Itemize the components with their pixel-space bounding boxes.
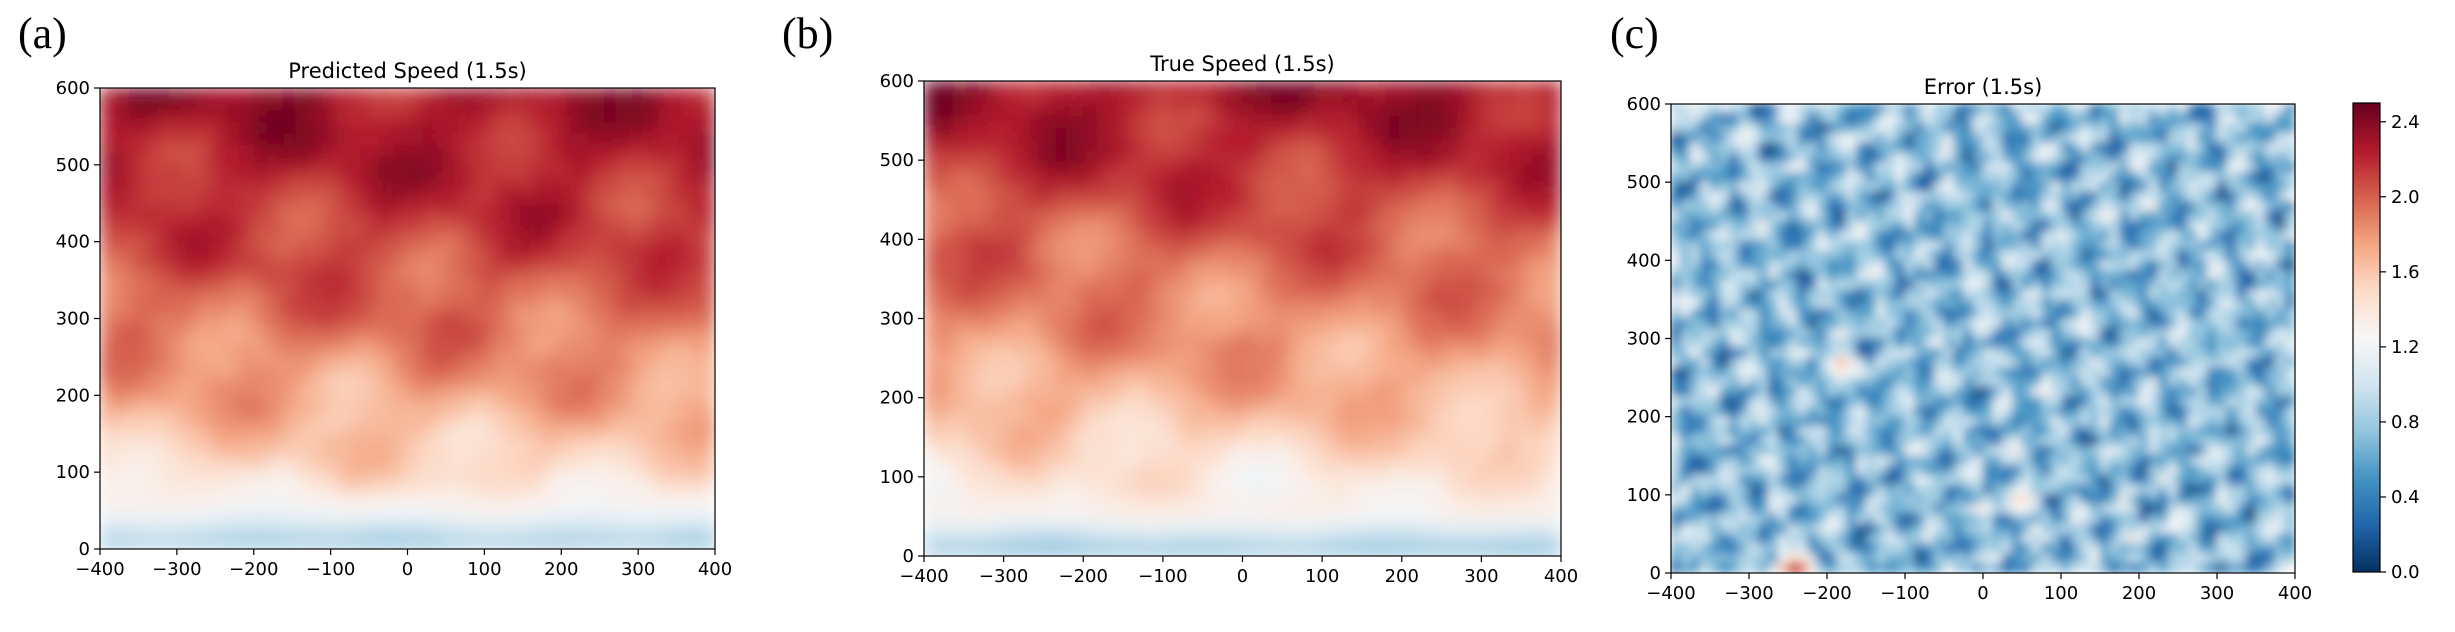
x-tick-label: 200 bbox=[1385, 566, 1419, 587]
colorbar-tick-label: 1.2 bbox=[2391, 337, 2420, 358]
x-tick-label: 400 bbox=[698, 559, 732, 580]
y-tick-label: 500 bbox=[1627, 172, 1661, 193]
y-tick-label: 200 bbox=[1627, 407, 1661, 428]
x-tick-label: 200 bbox=[2122, 583, 2156, 604]
x-tick-label: 100 bbox=[1305, 566, 1339, 587]
x-tick-label: −300 bbox=[979, 566, 1028, 587]
x-tick-label: 300 bbox=[1464, 566, 1498, 587]
chart-title: Error (1.5s) bbox=[1924, 75, 2043, 99]
y-tick-label: 100 bbox=[1627, 485, 1661, 506]
colorbar-tick-label: 0.4 bbox=[2391, 487, 2420, 508]
colorbar-tick-label: 2.0 bbox=[2391, 187, 2420, 208]
y-tick-label: 200 bbox=[880, 388, 914, 409]
colorbar-tick-label: 2.4 bbox=[2391, 112, 2420, 133]
y-tick-label: 300 bbox=[880, 309, 914, 330]
x-tick-label: −100 bbox=[1880, 583, 1929, 604]
x-tick-label: −400 bbox=[75, 559, 124, 580]
chart-title: True Speed (1.5s) bbox=[1149, 52, 1335, 76]
x-tick-label: −100 bbox=[306, 559, 355, 580]
y-tick-label: 0 bbox=[79, 539, 90, 560]
y-tick-label: 100 bbox=[56, 462, 90, 483]
y-tick-label: 500 bbox=[56, 155, 90, 176]
x-tick-label: 100 bbox=[2044, 583, 2078, 604]
x-tick-label: 0 bbox=[1977, 583, 1988, 604]
y-tick-label: 300 bbox=[1627, 329, 1661, 350]
chart-predicted-speed: Predicted Speed (1.5s) −400 −300 −200 −100 0 1… bbox=[56, 59, 733, 580]
y-tick-label: 100 bbox=[880, 467, 914, 488]
x-tick-label: −300 bbox=[152, 559, 201, 580]
heatmap-field bbox=[100, 88, 715, 549]
y-tick-label: 0 bbox=[1650, 563, 1661, 584]
y-tick-label: 400 bbox=[56, 232, 90, 253]
x-tick-label: 300 bbox=[2200, 583, 2234, 604]
x-tick-label: 300 bbox=[621, 559, 655, 580]
x-tick-label: −100 bbox=[1138, 566, 1187, 587]
x-tick-label: 100 bbox=[467, 559, 501, 580]
y-tick-label: 400 bbox=[1627, 250, 1661, 271]
x-tick-label: 200 bbox=[544, 559, 578, 580]
chart-title: Predicted Speed (1.5s) bbox=[288, 59, 527, 83]
x-tick-label: −200 bbox=[229, 559, 278, 580]
x-tick-label: 400 bbox=[1544, 566, 1578, 587]
y-tick-label: 600 bbox=[880, 71, 914, 92]
x-tick-label: 400 bbox=[2278, 583, 2312, 604]
x-tick-label: 0 bbox=[1237, 566, 1248, 587]
chart-error: Error (1.5s) −400 −300 −200 −100 0 100 200 300 40… bbox=[1627, 75, 2313, 604]
colorbar-scale bbox=[2352, 102, 2381, 573]
y-tick-label: 0 bbox=[903, 546, 914, 567]
heatmap-field bbox=[924, 81, 1561, 556]
colorbar-tick-label: 0.8 bbox=[2391, 412, 2420, 433]
x-tick-label: −400 bbox=[899, 566, 948, 587]
y-tick-label: 400 bbox=[880, 229, 914, 250]
heatmap-field bbox=[1671, 104, 2295, 573]
x-tick-label: −300 bbox=[1724, 583, 1773, 604]
panel-a-label: (a) bbox=[18, 9, 67, 58]
y-tick-label: 600 bbox=[1627, 94, 1661, 115]
y-tick-label: 300 bbox=[56, 309, 90, 330]
chart-true-speed: True Speed (1.5s) −400 −300 −200 −100 0 100 200… bbox=[880, 52, 1579, 587]
colorbar: 0.0 0.4 0.8 1.2 1.6 2.0 2.4 bbox=[2352, 102, 2420, 583]
x-tick-label: −400 bbox=[1646, 583, 1695, 604]
colorbar-tick-label: 0.0 bbox=[2391, 562, 2420, 583]
x-tick-label: −200 bbox=[1059, 566, 1108, 587]
panel-c-label: (c) bbox=[1610, 9, 1659, 58]
y-tick-label: 500 bbox=[880, 150, 914, 171]
x-tick-label: 0 bbox=[402, 559, 413, 580]
panel-b-label: (b) bbox=[782, 9, 834, 58]
colorbar-tick-label: 1.6 bbox=[2391, 262, 2420, 283]
y-tick-label: 200 bbox=[56, 385, 90, 406]
y-tick-label: 600 bbox=[56, 78, 90, 99]
x-tick-label: −200 bbox=[1802, 583, 1851, 604]
